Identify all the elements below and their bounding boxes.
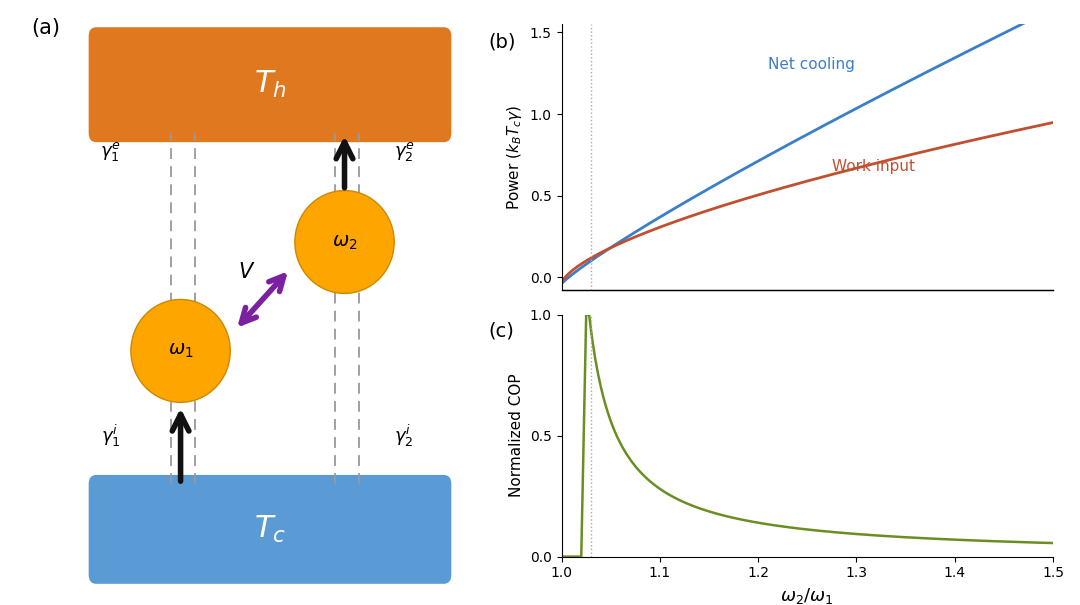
Text: (c): (c): [488, 322, 514, 341]
X-axis label: $\omega_2/\omega_1$: $\omega_2/\omega_1$: [781, 586, 834, 605]
Text: $T_c$: $T_c$: [254, 514, 286, 545]
Text: (a): (a): [31, 18, 60, 38]
FancyBboxPatch shape: [89, 27, 451, 142]
Text: $\omega_1$: $\omega_1$: [167, 341, 193, 361]
Text: V: V: [238, 262, 253, 283]
Text: $\gamma_1^e$: $\gamma_1^e$: [100, 140, 121, 163]
Text: (b): (b): [488, 32, 515, 51]
Text: $\gamma_1^i$: $\gamma_1^i$: [102, 422, 121, 449]
FancyBboxPatch shape: [89, 475, 451, 584]
Text: $\gamma_2^i$: $\gamma_2^i$: [394, 422, 414, 449]
Text: $\omega_2$: $\omega_2$: [332, 232, 357, 252]
Text: Work input: Work input: [832, 159, 915, 174]
Text: $T_h$: $T_h$: [254, 69, 286, 100]
Ellipse shape: [131, 299, 230, 402]
Ellipse shape: [295, 191, 394, 293]
Y-axis label: Normalized COP: Normalized COP: [510, 374, 524, 497]
Text: Net cooling: Net cooling: [768, 57, 855, 73]
Text: $\gamma_2^e$: $\gamma_2^e$: [394, 140, 415, 163]
Y-axis label: Power ($k_B T_c \gamma$): Power ($k_B T_c \gamma$): [505, 105, 524, 210]
